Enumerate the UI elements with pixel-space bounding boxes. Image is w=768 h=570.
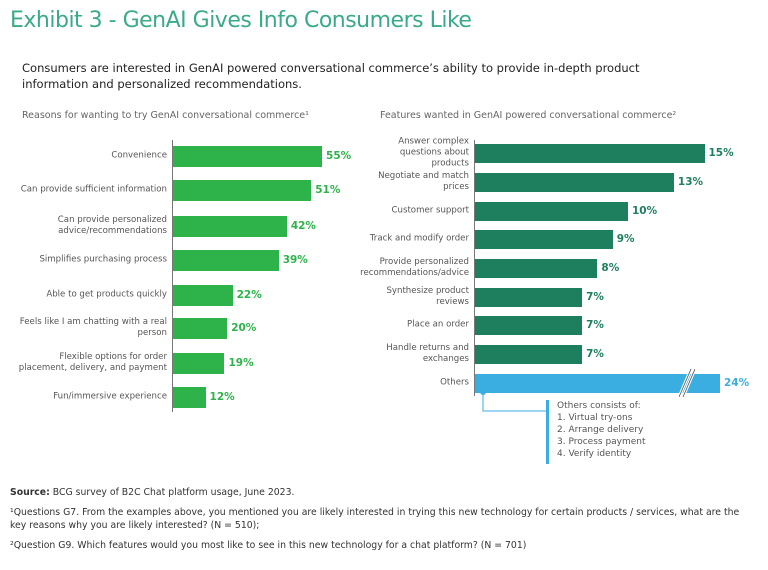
category-label: Convenience: [111, 150, 167, 161]
value-label: 39%: [282, 254, 308, 266]
bar: [475, 344, 583, 364]
category-label: Synthesize product reviews: [386, 286, 469, 307]
bar: [475, 315, 583, 335]
category-label: Handle returns and exchanges: [386, 343, 469, 364]
value-label: 51%: [315, 184, 341, 196]
source-line: Source: BCG survey of B2C Chat platform …: [10, 486, 294, 499]
value-label: 22%: [236, 289, 262, 301]
value-label: 7%: [586, 319, 604, 331]
bar: [173, 145, 323, 167]
category-label: Answer complex questions about products: [398, 136, 469, 169]
value-label: 9%: [616, 233, 635, 245]
page-title: Exhibit 3 - GenAI Gives Info Consumers L…: [10, 8, 472, 33]
category-label: Place an order: [407, 319, 469, 330]
source-text: BCG survey of B2C Chat platform usage, J…: [49, 487, 295, 498]
category-label: Others: [440, 377, 469, 388]
others-annotation: Others consists of: 1. Virtual try-ons 2…: [546, 400, 646, 464]
category-label: Feels like I am chatting with a real per…: [19, 317, 167, 338]
value-label: 20%: [231, 322, 257, 334]
value-label: 24%: [724, 377, 750, 389]
annotation-item: 1. Virtual try-ons: [557, 413, 633, 423]
others-bar: [475, 373, 720, 393]
value-label: 42%: [290, 220, 316, 232]
bar: [173, 352, 225, 374]
category-label: Able to get products quickly: [46, 289, 167, 300]
axis-break-icon: [677, 368, 697, 398]
value-label: 7%: [586, 291, 604, 303]
category-label: Track and modify order: [369, 233, 469, 244]
category-label: Flexible options for order placement, de…: [18, 352, 167, 373]
annotation-item: 2. Arrange delivery: [557, 425, 644, 435]
bar: [173, 179, 312, 201]
footnote-1: ¹Questions G7. From the examples above, …: [10, 507, 740, 531]
source-label: Source:: [10, 487, 50, 498]
value-label: 8%: [601, 262, 620, 274]
annotation-item: 3. Process payment: [557, 437, 646, 447]
bar: [475, 201, 628, 221]
category-label: Simplifies purchasing process: [39, 254, 167, 265]
subtitle: Consumers are interested in GenAI powere…: [22, 61, 640, 91]
category-label: Can provide sufficient information: [20, 184, 167, 195]
category-label: Can provide personalized advice/recommen…: [57, 215, 167, 236]
bar: [173, 284, 233, 306]
left-chart-title: Reasons for wanting to try GenAI convers…: [22, 110, 309, 121]
category-label: Customer support: [391, 205, 469, 216]
right-chart-title: Features wanted in GenAI powered convers…: [380, 110, 677, 121]
category-label: Fun/immersive experience: [53, 391, 167, 402]
bar: [475, 229, 613, 249]
bar: [173, 215, 287, 237]
bar: [475, 143, 705, 163]
category-label: Provide personalized recommendations/adv…: [360, 257, 469, 278]
left-axis: [172, 140, 173, 412]
annotation-item: 4. Verify identity: [557, 449, 632, 459]
value-label: 13%: [677, 176, 704, 188]
value-label: 12%: [209, 391, 235, 403]
value-label: 15%: [708, 147, 734, 159]
value-label: 19%: [228, 357, 254, 369]
bar: [475, 258, 598, 278]
category-label: Negotiate and match prices: [378, 171, 469, 192]
annotation-heading: Others consists of:: [557, 401, 641, 411]
bar: [475, 172, 674, 192]
value-label: 10%: [632, 205, 658, 217]
footnote-2: ²Question G9. Which features would you m…: [10, 540, 527, 551]
bar: [173, 386, 206, 408]
right-axis: [474, 140, 475, 396]
value-label: 55%: [326, 150, 352, 162]
bar: [475, 287, 583, 307]
bar: [173, 249, 279, 271]
value-label: 7%: [586, 348, 604, 360]
bar: [173, 317, 228, 339]
